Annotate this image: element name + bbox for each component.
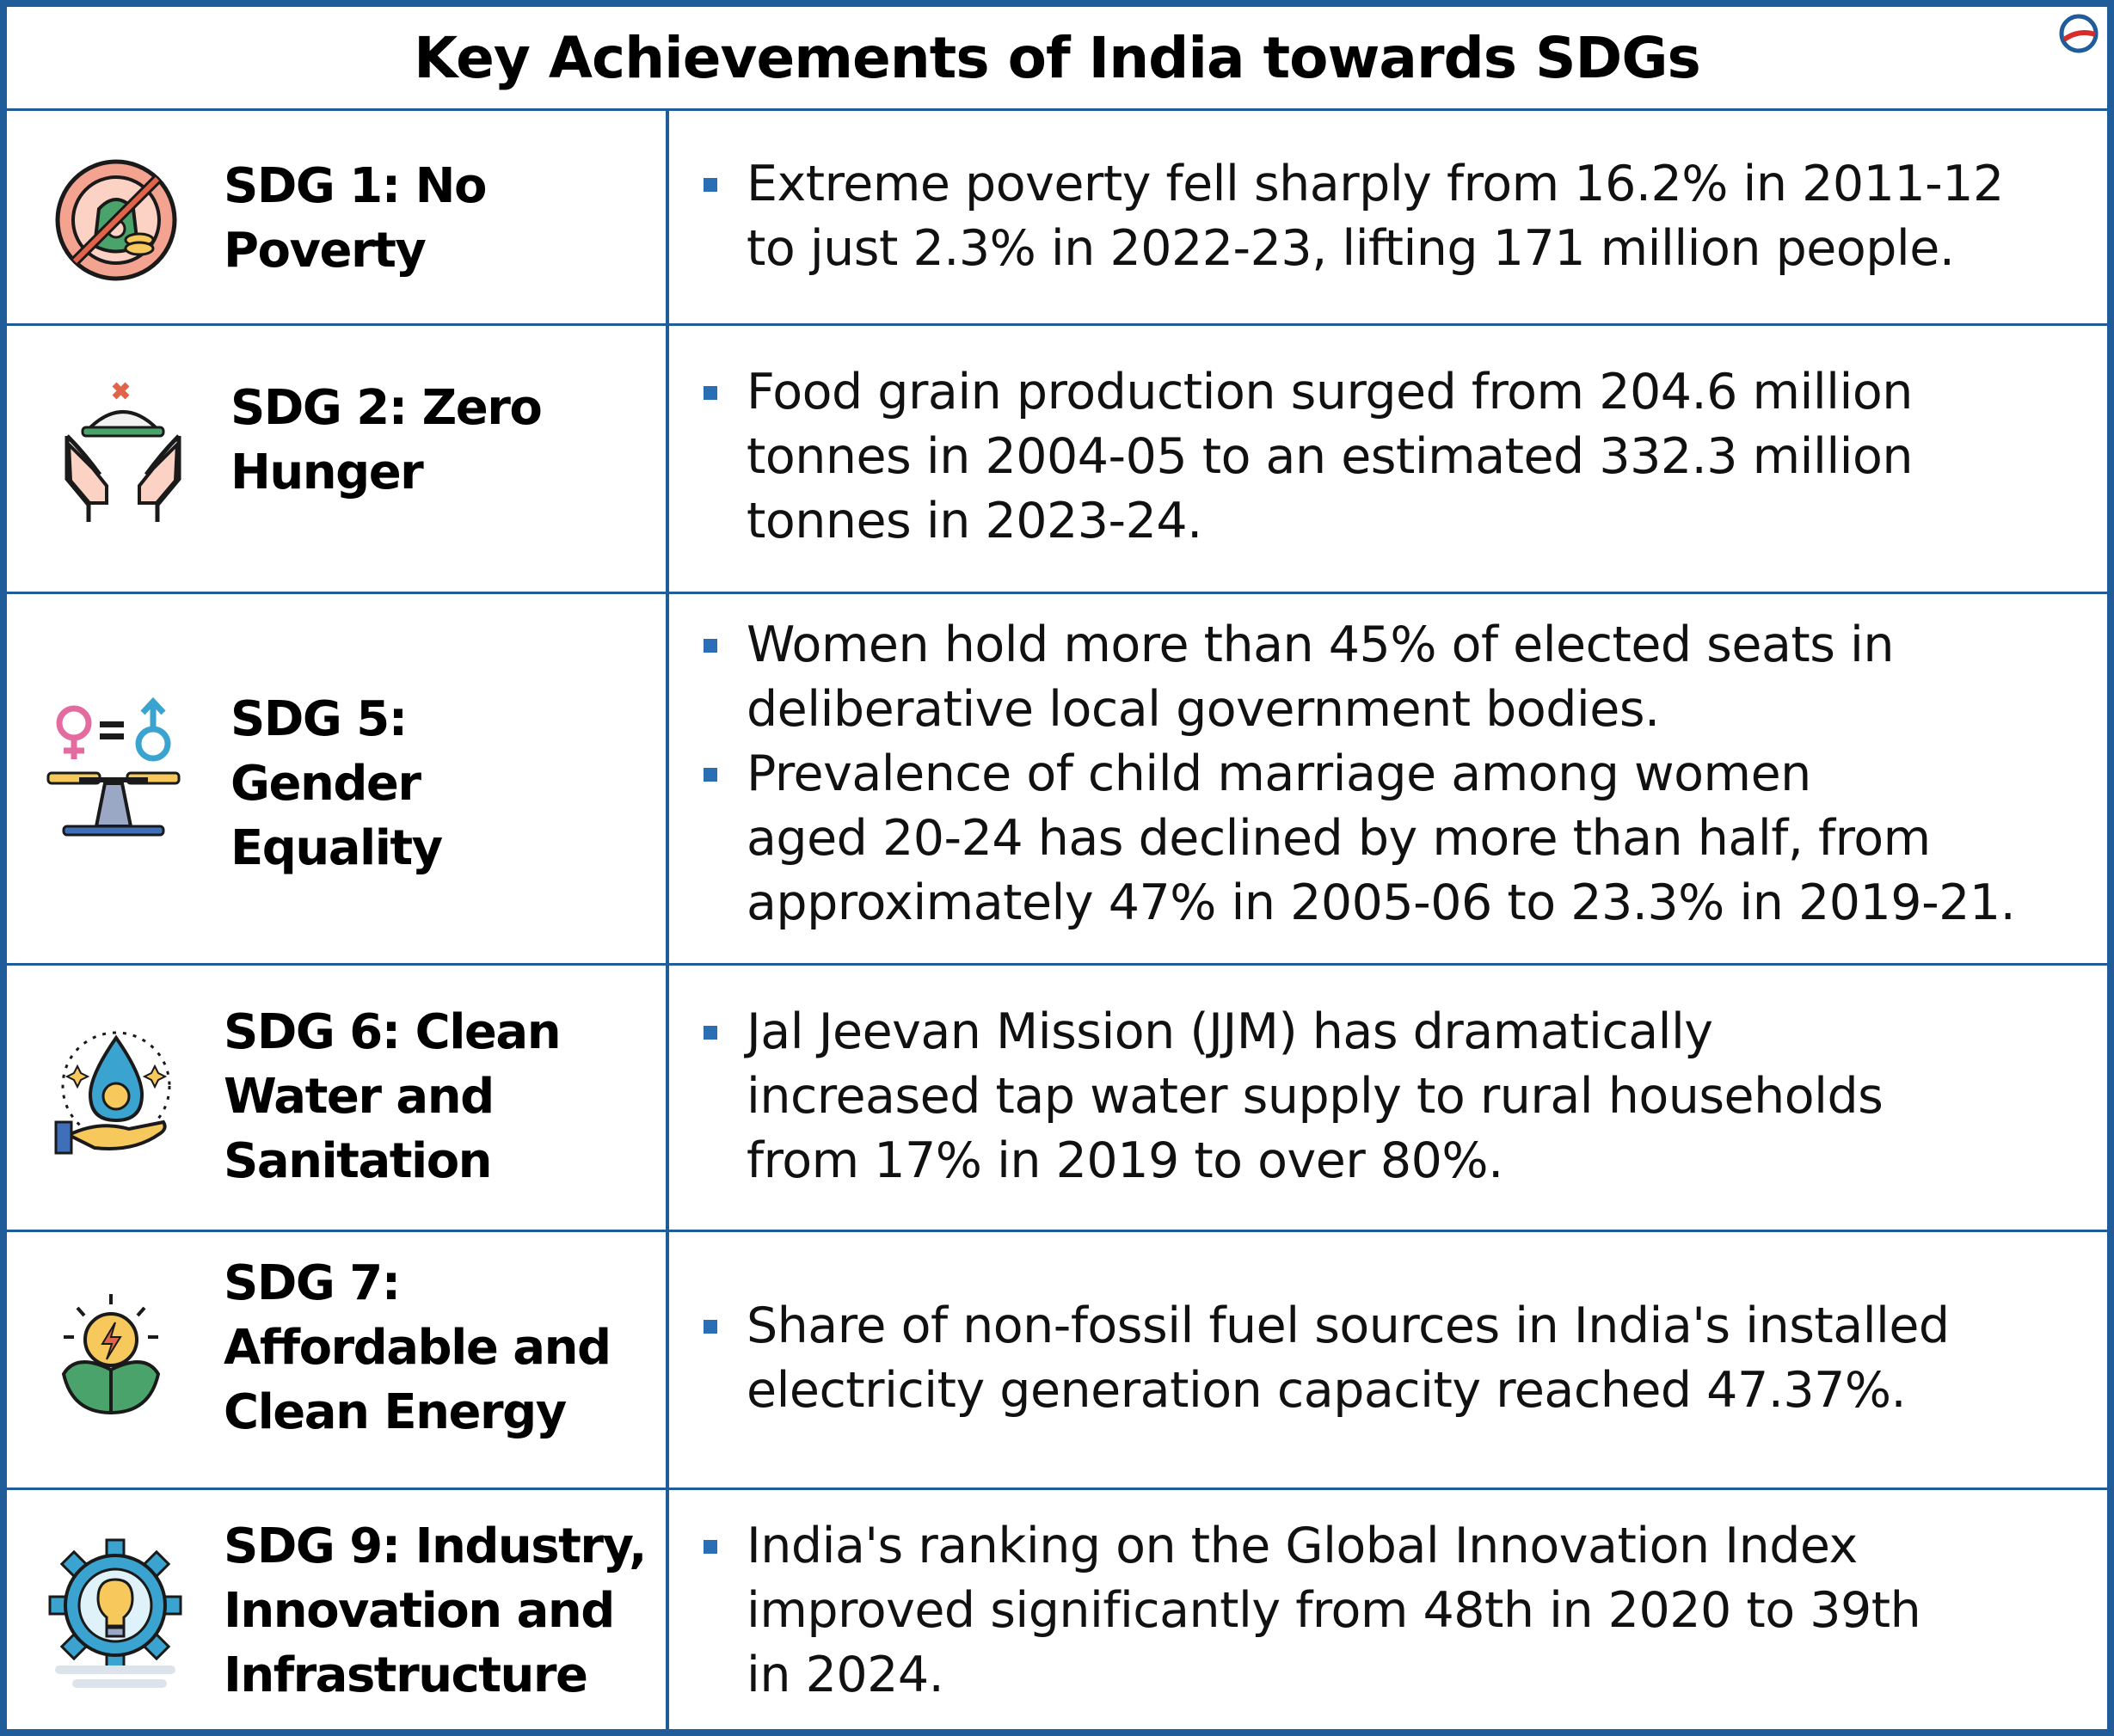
sdg-title: SDG 9: Industry, Innovation and Infrastr… <box>224 1518 647 1703</box>
bullet-icon <box>704 1320 717 1334</box>
table-row: SDG 9: Industry, Innovation and Infrastr… <box>7 1488 2107 1736</box>
bullet-icon <box>704 1026 717 1040</box>
bullet-icon <box>704 1540 717 1554</box>
achievement-point: Prevalence of child marriage among women… <box>704 742 2081 935</box>
no-poverty-icon <box>55 159 177 281</box>
clean-water-icon <box>54 1031 171 1155</box>
zero-hunger-icon <box>65 382 181 522</box>
achievement-point: Women hold more than 45% of elected seat… <box>704 613 2081 742</box>
clean-energy-icon <box>61 1294 161 1415</box>
table-row: SDG 1: No Poverty Extreme poverty fell s… <box>7 108 2107 323</box>
sdg-title: SDG 1: No Poverty <box>224 158 487 279</box>
brand-logo-icon <box>2059 14 2099 53</box>
achievement-point: Food grain production surged from 204.6 … <box>704 360 2081 554</box>
achievement-point: Extreme poverty fell sharply from 16.2% … <box>704 152 2081 281</box>
table-row: SDG 6: Clean Water and Sanitation Jal Je… <box>7 963 2107 1230</box>
bullet-icon <box>704 639 717 653</box>
sdg-title: SDG 5: Gender Equality <box>230 691 443 876</box>
sdg-title: SDG 2: Zero Hunger <box>230 380 543 500</box>
table-row: SDG 5: Gender Equality Women hold more t… <box>7 592 2107 963</box>
sdg-title: SDG 7: Affordable and Clean Energy <box>224 1255 611 1440</box>
bullet-icon <box>704 178 717 192</box>
achievement-point: India's ranking on the Global Innovation… <box>704 1514 2081 1708</box>
bullet-icon <box>704 768 717 782</box>
gender-equality-icon <box>46 697 181 837</box>
bullet-icon <box>704 386 717 400</box>
column-divider <box>666 108 669 1736</box>
innovation-icon <box>48 1538 182 1688</box>
table-row: SDG 7: Affordable and Clean Energy Share… <box>7 1230 2107 1488</box>
table-row: SDG 2: Zero Hunger Food grain production… <box>7 323 2107 592</box>
sdg-title: SDG 6: Clean Water and Sanitation <box>224 1004 562 1189</box>
achievement-point: Jal Jeevan Mission (JJM) has dramaticall… <box>704 1000 2081 1193</box>
page-title: Key Achievements of India towards SDGs <box>414 24 1701 91</box>
achievement-point: Share of non-fossil fuel sources in Indi… <box>704 1294 2081 1423</box>
